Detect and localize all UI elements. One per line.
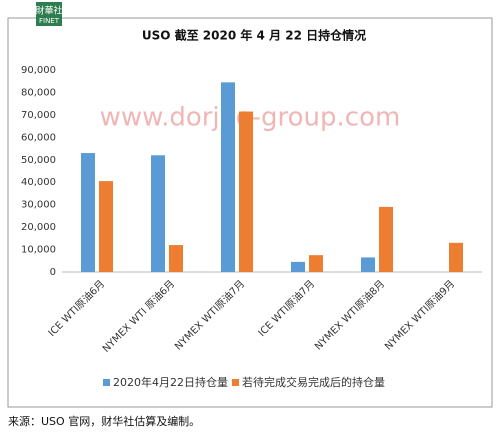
y-tick-label: 60,000 (21, 132, 56, 143)
y-tick-label: 70,000 (21, 110, 56, 121)
y-tick-label: 90,000 (21, 65, 56, 76)
logo-sub: FINET (39, 17, 60, 25)
bar (221, 82, 235, 272)
y-tick-label: 10,000 (21, 245, 56, 256)
source-note: 来源：USO 官网，财华社估算及编制。 (8, 414, 200, 428)
bar (361, 257, 375, 272)
bar (239, 111, 253, 273)
y-tick-label: 30,000 (21, 200, 56, 211)
bar (151, 155, 165, 272)
y-tick-label: 0 (50, 267, 56, 278)
y-tick-label: 80,000 (21, 87, 56, 98)
bar (169, 245, 183, 272)
legend-swatch (103, 379, 110, 386)
legend-label: 2020年4月22日持仓量 (113, 375, 228, 389)
legend-label: 若待完成交易完成后的持仓量 (242, 375, 385, 389)
bar (309, 255, 323, 272)
chart-title: USO 截至 2020 年 4 月 22 日持仓情况 (142, 28, 366, 43)
logo-mark (36, 2, 62, 26)
y-tick-label: 20,000 (21, 222, 56, 233)
legend-swatch (232, 379, 239, 386)
bar (379, 206, 393, 272)
bar (291, 261, 305, 272)
bar (81, 153, 95, 272)
bar (99, 181, 113, 272)
logo-name: 財華社 (35, 5, 62, 17)
bar (449, 242, 463, 272)
y-tick-label: 50,000 (21, 155, 56, 166)
y-tick-label: 40,000 (21, 177, 56, 188)
